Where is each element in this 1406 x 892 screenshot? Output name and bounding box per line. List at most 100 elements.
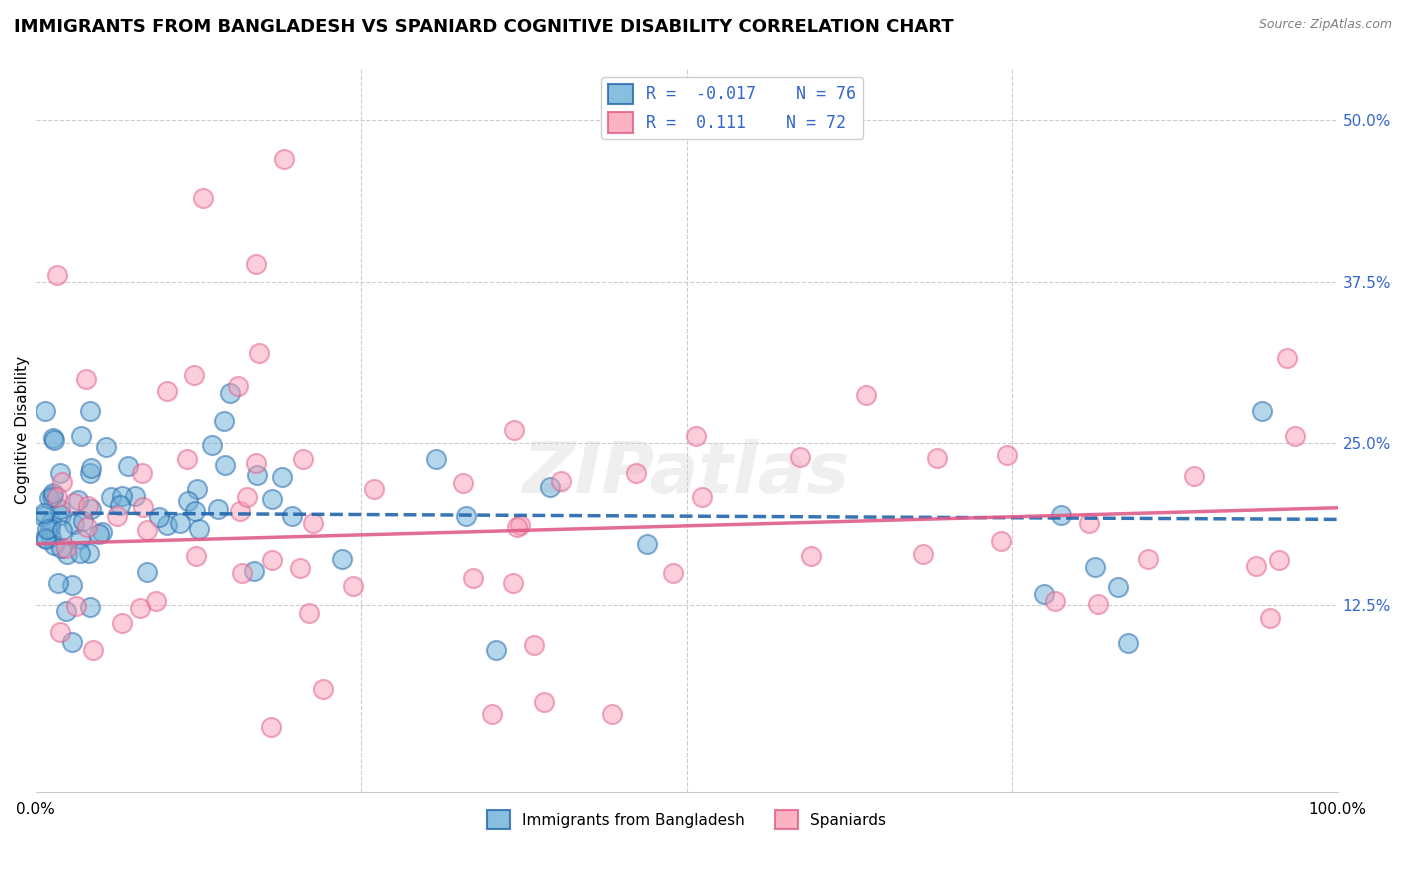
Point: [502, 575, 524, 590]
Point: [243, 565, 266, 579]
Point: [273, 152, 295, 166]
Point: [131, 466, 153, 480]
Point: [169, 516, 191, 530]
Point: [69, 545, 91, 559]
Point: [1275, 351, 1298, 366]
Point: [82, 643, 104, 657]
Point: [626, 467, 648, 481]
Point: [186, 482, 208, 496]
Point: [1078, 516, 1101, 530]
Point: [105, 509, 128, 524]
Point: [995, 449, 1018, 463]
Point: [506, 520, 529, 534]
Point: [927, 451, 949, 466]
Point: [80, 502, 103, 516]
Point: [789, 450, 811, 465]
Point: [62, 516, 84, 531]
Point: [66, 493, 89, 508]
Point: [363, 483, 385, 497]
Point: [229, 504, 252, 518]
Point: [911, 547, 934, 561]
Point: [260, 720, 283, 734]
Point: [111, 615, 134, 630]
Point: [69, 429, 91, 443]
Point: [51, 523, 73, 537]
Point: [41, 488, 63, 502]
Text: IMMIGRANTS FROM BANGLADESH VS SPANIARD COGNITIVE DISABILITY CORRELATION CHART: IMMIGRANTS FROM BANGLADESH VS SPANIARD C…: [14, 18, 953, 36]
Point: [32, 506, 55, 520]
Y-axis label: Cognitive Disability: Cognitive Disability: [15, 356, 30, 504]
Point: [291, 452, 314, 467]
Point: [55, 541, 77, 556]
Point: [46, 268, 69, 283]
Point: [183, 504, 205, 518]
Point: [1182, 468, 1205, 483]
Point: [245, 257, 267, 271]
Point: [1043, 594, 1066, 608]
Point: [44, 538, 66, 552]
Point: [48, 624, 70, 639]
Point: [39, 515, 62, 529]
Point: [332, 552, 354, 566]
Point: [135, 565, 157, 579]
Point: [231, 566, 253, 580]
Point: [214, 458, 236, 472]
Point: [111, 489, 134, 503]
Point: [218, 386, 240, 401]
Point: [662, 566, 685, 581]
Point: [76, 520, 98, 534]
Point: [39, 529, 62, 543]
Point: [855, 388, 877, 402]
Point: [91, 525, 114, 540]
Point: [1084, 559, 1107, 574]
Point: [96, 440, 118, 454]
Point: [800, 549, 823, 563]
Point: [503, 423, 526, 437]
Point: [550, 474, 572, 488]
Point: [46, 575, 69, 590]
Point: [72, 514, 94, 528]
Point: [76, 499, 98, 513]
Point: [246, 468, 269, 483]
Point: [288, 561, 311, 575]
Point: [461, 571, 484, 585]
Point: [55, 604, 77, 618]
Point: [49, 508, 72, 522]
Text: Source: ZipAtlas.com: Source: ZipAtlas.com: [1258, 18, 1392, 31]
Point: [34, 532, 56, 546]
Point: [226, 379, 249, 393]
Point: [34, 531, 56, 545]
Point: [41, 486, 63, 500]
Point: [38, 521, 60, 535]
Point: [62, 496, 84, 510]
Point: [155, 384, 177, 399]
Point: [454, 509, 477, 524]
Point: [183, 368, 205, 382]
Point: [132, 500, 155, 515]
Point: [685, 428, 707, 442]
Point: [49, 541, 72, 555]
Point: [1244, 559, 1267, 574]
Point: [1258, 610, 1281, 624]
Point: [80, 461, 103, 475]
Point: [600, 707, 623, 722]
Point: [135, 523, 157, 537]
Point: [509, 517, 531, 532]
Point: [247, 345, 270, 359]
Point: [77, 546, 100, 560]
Point: [124, 489, 146, 503]
Point: [87, 527, 110, 541]
Text: ZIPatlas: ZIPatlas: [523, 439, 851, 508]
Point: [148, 510, 170, 524]
Point: [187, 522, 209, 536]
Point: [69, 532, 91, 546]
Point: [60, 634, 83, 648]
Point: [55, 547, 77, 561]
Point: [312, 681, 335, 696]
Point: [79, 467, 101, 481]
Point: [260, 553, 283, 567]
Point: [100, 490, 122, 504]
Point: [34, 404, 56, 418]
Point: [79, 404, 101, 418]
Point: [484, 643, 506, 657]
